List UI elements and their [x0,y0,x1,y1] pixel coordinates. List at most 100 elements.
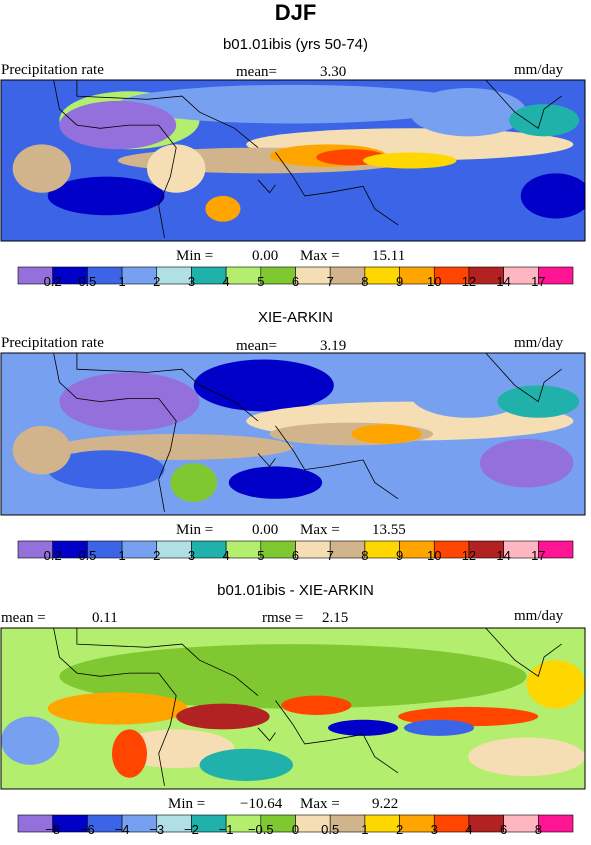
colorbar-2: 0.2 0.5 1 2 3 4 5 6 7 8 9 10 12 14 17 [17,540,574,563]
colorbar-tick-label: −6 [80,822,95,837]
colorbar-swatch [295,540,331,559]
map-panel-3 [0,627,586,790]
colorbar-tick-label: 12 [462,548,476,563]
colorbar-swatch [503,814,539,833]
colorbar-tick-label: 8 [535,822,542,837]
colorbar-tick-label: 2 [153,548,160,563]
panel-1-mean-label: mean= [236,64,277,80]
colorbar-tick-label: 17 [531,548,545,563]
colorbar-tick-label: 17 [531,274,545,289]
colorbar-swatch [260,540,296,559]
colorbar-swatch [260,266,296,285]
colorbar-tick-label: 10 [427,274,441,289]
colorbar-tick-label: 0.5 [78,548,96,563]
panel-2-mean-value: 3.19 [320,338,347,354]
colorbar-swatch [468,814,504,833]
panel-2-min-value: 0.00 [252,522,279,538]
colorbar-tick-label: 9 [396,548,403,563]
panel-2-mean-label: mean= [236,338,277,354]
colorbar-swatch [399,814,435,833]
colorbar-tick-label: 3 [188,274,195,289]
colorbar-swatch [329,540,366,559]
colorbar-swatch [538,266,574,285]
panel-1-units: mm/day [514,62,564,78]
panel-2-units: mm/day [514,335,564,351]
colorbar-tick-label: −2 [184,822,199,837]
colorbar-tick-label: 1 [118,548,125,563]
colorbar-tick-label: 3 [188,548,195,563]
colorbar-tick-label: 14 [496,274,510,289]
panel-3-title: b01.01ibis - XIE-ARKIN [217,582,374,599]
panel-2-max-value: 13.55 [372,522,406,538]
colorbar-tick-label: 8 [361,274,368,289]
colorbar-swatch [295,266,331,285]
panel-2-max-label: Max = [300,522,340,538]
colorbar-swatch [225,266,262,285]
colorbar-tick-label: 5 [257,548,264,563]
colorbar-tick-label: 4 [223,548,230,563]
colorbar-tick-label: −4 [115,822,130,837]
panel-2-min-label: Min = [176,522,214,538]
colorbar-swatch [156,266,192,285]
map-panel-1 [0,79,586,242]
colorbar-tick-label: −8 [45,822,60,837]
colorbar-tick-label: 1 [118,274,125,289]
panel-1-max-label: Max = [300,248,340,264]
colorbar-1: 0.2 0.5 1 2 3 4 5 6 7 8 9 10 12 14 17 [17,266,574,289]
panel-3-mean-label: mean = [1,610,46,626]
colorbar-tick-label: 4 [223,274,230,289]
colorbar-swatch [225,540,262,559]
colorbar-tick-label: 14 [496,548,510,563]
colorbar-tick-label: 6 [292,548,299,563]
colorbar-swatch [364,814,400,833]
panel-3-min-label: Min = [168,796,206,812]
colorbar-tick-label: 6 [500,822,507,837]
colorbar-swatch [121,540,158,559]
panel-3-mean-value: 0.11 [92,610,118,626]
colorbar-tick-label: −0.5 [248,822,274,837]
panel-1-variable-label: Precipitation rate [1,62,104,78]
colorbar-swatch [121,266,158,285]
panel-3-max-value: 9.22 [372,796,399,812]
colorbar-tick-label: 5 [257,274,264,289]
colorbar-tick-label: 7 [327,274,334,289]
colorbar-tick-label: 3 [431,822,438,837]
colorbar-swatch [329,266,366,285]
colorbar-swatch [364,266,400,285]
panel-1-max-value: 15.11 [372,248,406,264]
colorbar-tick-label: 0.2 [44,548,62,563]
main-title: DJF [274,0,317,25]
colorbar-tick-label: 2 [396,822,403,837]
colorbar-tick-label: 6 [292,274,299,289]
colorbar-tick-label: 10 [427,548,441,563]
map-panel-2 [0,352,586,516]
colorbar-tick-label: 0.2 [44,274,62,289]
panel-3-rmse-value: 2.15 [322,610,349,626]
colorbar-tick-label: 0.5 [321,822,339,837]
colorbar-tick-label: 0.5 [78,274,96,289]
colorbar-tick-label: 2 [153,274,160,289]
colorbar-tick-label: 12 [462,274,476,289]
colorbar-swatch [191,266,227,285]
panel-1-min-value: 0.00 [252,248,279,264]
colorbar-tick-label: −3 [149,822,164,837]
colorbar-swatch [538,814,574,833]
colorbar-swatch [538,540,574,559]
colorbar-tick-label: 4 [465,822,472,837]
colorbar-swatch [191,540,227,559]
panel-3-max-label: Max = [300,796,340,812]
colorbar-tick-label: 0 [292,822,299,837]
colorbar-3: −8 −6 −4 −3 −2 −1 −0.5 0 0.5 1 2 3 4 6 8 [17,814,574,837]
panel-1-title: b01.01ibis (yrs 50-74) [222,36,369,53]
colorbar-tick-label: 7 [327,548,334,563]
panel-1-min-label: Min = [176,248,214,264]
colorbar-tick-label: −1 [219,822,234,837]
panel-2-variable-label: Precipitation rate [1,335,104,351]
colorbar-tick-label: 9 [396,274,403,289]
colorbar-tick-label: 1 [361,822,368,837]
colorbar-tick-label: 8 [361,548,368,563]
panel-3-min-value: −10.64 [240,796,283,812]
colorbar-swatch [156,540,192,559]
colorbar-swatch [433,814,470,833]
